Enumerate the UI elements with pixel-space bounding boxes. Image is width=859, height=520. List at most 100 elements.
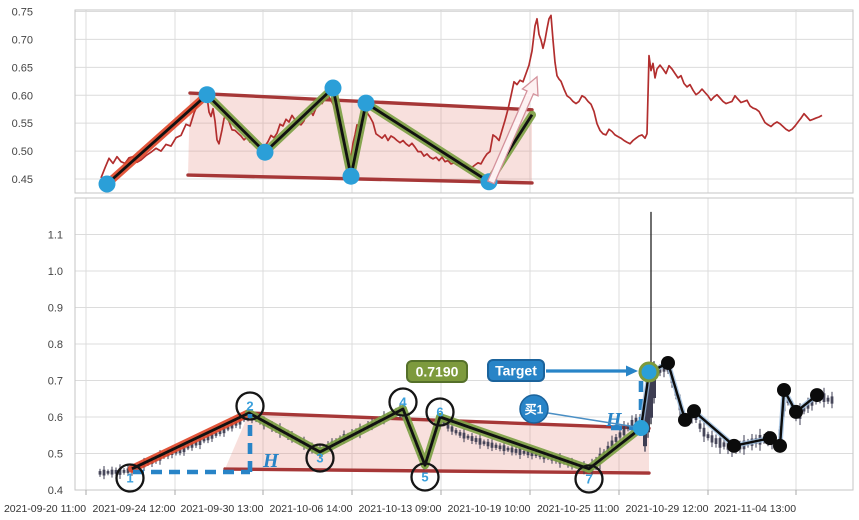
x-axis-label: 2021-10-13 09:00 bbox=[359, 503, 442, 515]
candle-body bbox=[210, 433, 214, 439]
candle-body bbox=[522, 450, 526, 454]
candle-body bbox=[802, 407, 806, 412]
candle-body bbox=[490, 442, 494, 448]
candle-body bbox=[458, 432, 462, 436]
projection-dot[interactable] bbox=[678, 412, 692, 427]
pivot-number-circle[interactable] bbox=[425, 397, 455, 427]
height-measure-label: H bbox=[605, 409, 623, 431]
candle-body bbox=[198, 438, 202, 446]
candle-body bbox=[658, 367, 662, 373]
candle-body bbox=[486, 441, 490, 447]
candle-body bbox=[474, 438, 478, 442]
pivot-number-circle[interactable] bbox=[305, 443, 335, 473]
projection-dot[interactable] bbox=[661, 355, 675, 370]
candle-body bbox=[106, 471, 110, 474]
candle-body bbox=[462, 432, 466, 439]
pivot-dot[interactable] bbox=[256, 143, 274, 161]
pivot-number-label: 3 bbox=[316, 451, 323, 466]
candle-body bbox=[514, 449, 518, 453]
target-price-badge-label: 0.7190 bbox=[416, 364, 459, 380]
pivot-number-circle[interactable] bbox=[235, 391, 265, 421]
buy-leader-line bbox=[547, 412, 637, 428]
candle-body bbox=[526, 450, 530, 456]
panel-border bbox=[74, 197, 854, 491]
y-axis-label: 0.8 bbox=[48, 339, 63, 351]
y-axis-label: 0.55 bbox=[12, 118, 33, 130]
y-axis-label: 1.0 bbox=[48, 266, 63, 278]
candle-body bbox=[454, 430, 458, 434]
candle-body bbox=[626, 425, 630, 429]
candle-body bbox=[234, 421, 238, 426]
price-line bbox=[100, 14, 823, 179]
candle-body bbox=[442, 421, 446, 425]
candle-body bbox=[122, 469, 126, 473]
pivot-number-label: 4 bbox=[399, 395, 407, 410]
pivot-dot[interactable] bbox=[324, 79, 342, 97]
candle-body bbox=[530, 450, 534, 457]
candle-body bbox=[702, 427, 706, 437]
candle-body bbox=[450, 426, 454, 432]
x-axis-label: 2021-10-06 14:00 bbox=[270, 503, 353, 515]
x-axis-label: 2021-09-20 11:00 bbox=[4, 503, 86, 515]
zigzag-core-line bbox=[131, 407, 642, 471]
target-level-marker[interactable] bbox=[638, 361, 660, 383]
y-axis-label: 0.65 bbox=[12, 62, 33, 74]
target-arrowhead-icon bbox=[626, 365, 638, 377]
pivot-number-circle[interactable] bbox=[574, 464, 604, 494]
channel-lower-line bbox=[186, 173, 534, 185]
candle-body bbox=[718, 438, 722, 448]
candle-body bbox=[610, 440, 614, 449]
candle-body bbox=[226, 426, 230, 430]
y-axis-label: 0.5 bbox=[48, 449, 63, 461]
projection-dot[interactable] bbox=[777, 382, 791, 397]
pivot-dot[interactable] bbox=[98, 175, 116, 193]
candle-body bbox=[98, 471, 102, 475]
candle-body bbox=[498, 445, 502, 450]
candle-body bbox=[494, 444, 498, 448]
y-axis-label: 0.70 bbox=[12, 34, 33, 46]
target-price-badge-box[interactable] bbox=[406, 360, 468, 383]
buy-point-dot[interactable] bbox=[633, 420, 649, 436]
candle-body bbox=[482, 441, 486, 445]
buy-badge-label: 买1 bbox=[525, 403, 544, 417]
target-badge-box[interactable] bbox=[487, 359, 545, 382]
pivot-number-circle[interactable] bbox=[115, 463, 145, 493]
candle-body bbox=[202, 438, 206, 442]
projection-dot[interactable] bbox=[789, 404, 803, 419]
projection-line bbox=[639, 361, 818, 447]
breakout-candle-body bbox=[646, 384, 650, 433]
x-axis-label: 2021-11-04 13:00 bbox=[714, 503, 796, 515]
candle-body bbox=[698, 423, 702, 429]
projection-dot[interactable] bbox=[727, 438, 741, 453]
target-badge-label: Target bbox=[495, 363, 537, 379]
pivot-number-circle[interactable] bbox=[388, 387, 418, 417]
projection-dot[interactable] bbox=[773, 438, 787, 453]
candle-body bbox=[214, 432, 218, 436]
candle-body bbox=[706, 434, 710, 439]
projection-dot[interactable] bbox=[763, 431, 777, 446]
pivot-dot[interactable] bbox=[198, 86, 216, 104]
panel-border bbox=[74, 9, 854, 194]
y-axis-label: 0.6 bbox=[48, 412, 63, 424]
pivot-dot[interactable] bbox=[342, 167, 360, 185]
candle-body bbox=[230, 423, 234, 429]
x-axis-label: 2021-09-30 13:00 bbox=[181, 503, 264, 515]
y-axis-label: 0.7 bbox=[48, 376, 63, 388]
breakout-arrow-icon bbox=[486, 75, 539, 185]
candle-body bbox=[634, 417, 638, 424]
candle-body bbox=[502, 445, 506, 452]
candle-body bbox=[190, 442, 194, 448]
candle-body bbox=[630, 419, 634, 428]
y-axis-label: 0.45 bbox=[12, 174, 33, 186]
pivot-dot[interactable] bbox=[357, 94, 375, 112]
height-measure-label: H bbox=[262, 450, 280, 472]
pivot-number-label: 7 bbox=[585, 472, 592, 487]
projection-dot[interactable] bbox=[687, 404, 701, 419]
buy-badge-circle[interactable] bbox=[519, 394, 549, 424]
pivot-number-circle[interactable] bbox=[410, 462, 440, 492]
y-axis-label: 0.50 bbox=[12, 146, 33, 158]
candle-body bbox=[470, 436, 474, 441]
projection-dot[interactable] bbox=[810, 388, 824, 403]
candle-body bbox=[466, 435, 470, 439]
